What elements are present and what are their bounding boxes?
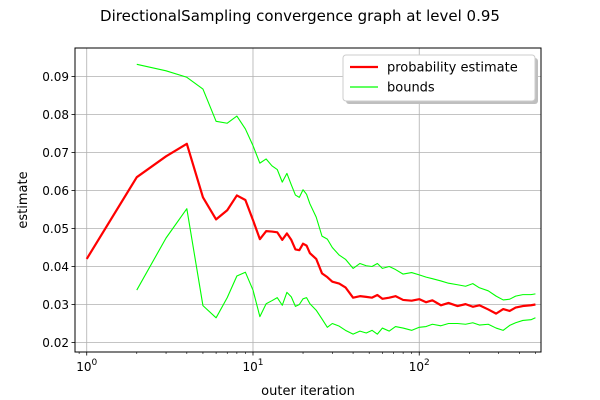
plot-lines: [85, 63, 536, 335]
y-tick-label: 0.09: [42, 70, 69, 84]
legend-label-bounds: bounds: [387, 81, 435, 96]
x-axis: 100 101 102: [76, 352, 536, 374]
series-probability-estimate: [85, 142, 536, 315]
y-axis: 0.02 0.03 0.04 0.05 0.06 0.07 0.08 0.09: [42, 70, 75, 350]
plot-frame: [74, 47, 542, 353]
y-tick-label: 0.07: [42, 146, 69, 160]
y-tick-label: 0.02: [42, 336, 69, 350]
series-lower-bound: [136, 208, 536, 335]
y-tick-label: 0.08: [42, 108, 69, 122]
legend-label-probability-estimate: probability estimate: [387, 61, 518, 76]
x-tick-label: 100: [76, 358, 97, 374]
chart-title: DirectionalSampling convergence graph at…: [100, 7, 500, 25]
x-tick-label: 102: [409, 358, 430, 374]
y-tick-label: 0.04: [42, 260, 69, 274]
y-axis-label: estimate: [16, 171, 31, 228]
legend-box: [342, 54, 536, 102]
y-tick-label: 0.05: [42, 222, 69, 236]
x-axis-label: outer iteration: [261, 384, 355, 399]
y-tick-label: 0.03: [42, 298, 69, 312]
series-upper-bound: [136, 63, 536, 301]
y-tick-label: 0.06: [42, 184, 69, 198]
legend: probability estimate bounds: [342, 54, 538, 104]
x-tick-label: 101: [242, 358, 263, 374]
